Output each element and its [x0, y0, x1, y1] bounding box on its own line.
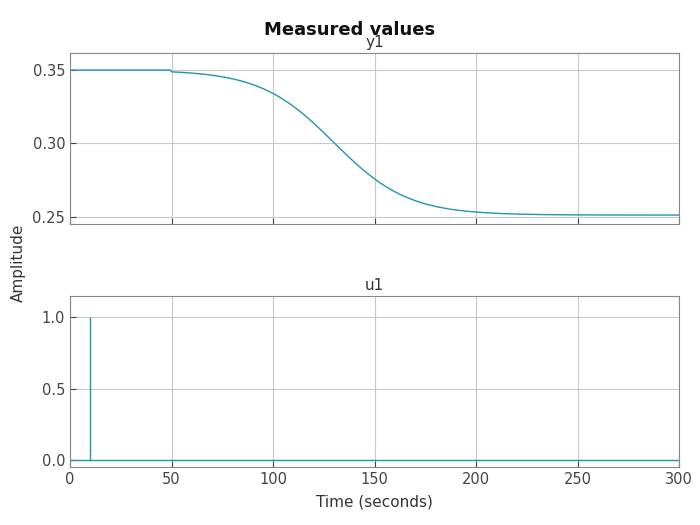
Title: y1: y1: [365, 35, 384, 50]
Text: Measured values: Measured values: [265, 21, 435, 39]
Title: u1: u1: [365, 278, 384, 293]
Text: Amplitude: Amplitude: [10, 223, 25, 302]
X-axis label: Time (seconds): Time (seconds): [316, 494, 433, 509]
